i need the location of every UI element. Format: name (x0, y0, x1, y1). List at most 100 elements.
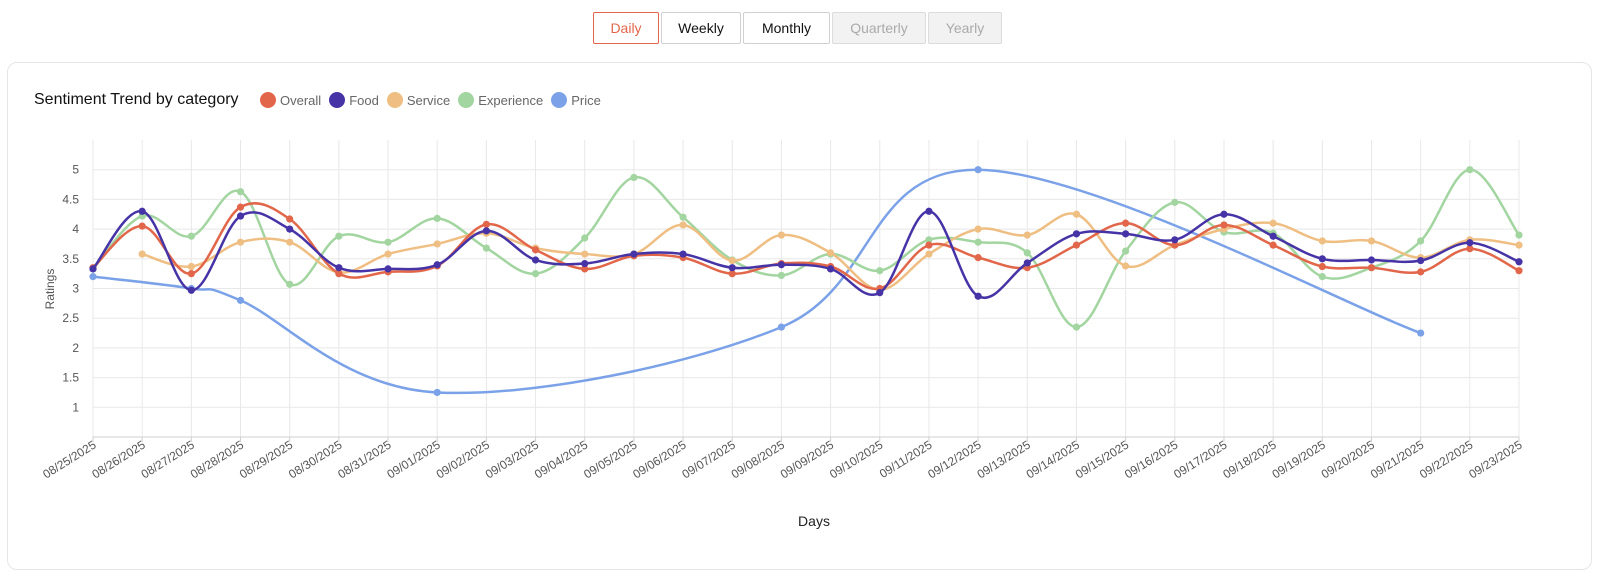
data-point-overall (925, 241, 933, 249)
x-tick-label: 09/18/2025 (1220, 438, 1279, 482)
data-point-food (286, 225, 294, 233)
grid-lines (92, 140, 1520, 437)
legend-item-price[interactable]: Price (551, 92, 601, 108)
data-point-food (728, 264, 736, 272)
series-overall (89, 202, 1523, 293)
x-tick-label: 09/23/2025 (1466, 438, 1525, 482)
x-tick-label: 08/27/2025 (139, 438, 198, 482)
data-point-overall (728, 270, 736, 278)
x-tick-label: 09/16/2025 (1122, 438, 1181, 482)
x-tick-label: 09/10/2025 (827, 438, 886, 482)
data-point-food (876, 289, 884, 297)
data-point-food (138, 207, 146, 215)
data-point-experience (630, 173, 638, 182)
x-tick-label: 09/11/2025 (877, 438, 935, 481)
data-point-food (826, 265, 835, 273)
data-point-price (1417, 329, 1425, 337)
tab-weekly[interactable]: Weekly (661, 12, 741, 44)
legend-label-overall: Overall (280, 92, 322, 108)
data-point-food (236, 212, 245, 220)
x-tick-label: 09/17/2025 (1171, 438, 1230, 482)
data-point-experience (1122, 247, 1130, 255)
data-point-experience (974, 238, 982, 246)
x-tick-label: 09/06/2025 (630, 438, 689, 482)
legend-item-overall[interactable]: Overall (260, 92, 321, 108)
data-point-service (974, 225, 982, 233)
chart-card: Sentiment Trend by category Overall Food… (7, 62, 1592, 570)
data-point-food (384, 265, 392, 273)
x-tick-label: 09/21/2025 (1368, 438, 1427, 482)
data-point-food (1318, 255, 1326, 263)
data-point-food (630, 250, 638, 258)
legend-item-experience[interactable]: Experience (458, 92, 543, 108)
data-point-food (433, 261, 441, 269)
data-point-experience (1515, 231, 1523, 239)
y-tick-label: 3 (72, 282, 79, 296)
y-tick-label: 1 (72, 400, 79, 414)
data-point-food (1515, 258, 1523, 266)
data-point-experience (531, 270, 540, 278)
legend-label-food: Food (349, 92, 379, 108)
data-point-experience (581, 234, 589, 242)
data-point-service (187, 262, 195, 271)
y-axis-title: Ratings (43, 269, 57, 310)
x-tick-label: 09/13/2025 (975, 438, 1034, 482)
tab-yearly[interactable]: Yearly (928, 12, 1002, 44)
data-point-overall (1417, 268, 1425, 276)
series-food (89, 207, 1523, 300)
series-line-experience (91, 168, 1521, 329)
data-point-overall (1220, 221, 1228, 229)
y-tick-label: 4.5 (62, 192, 79, 206)
legend-swatch-food (329, 92, 346, 108)
legend-item-service[interactable]: Service (386, 92, 450, 108)
data-point-service (1122, 262, 1130, 270)
data-point-price (433, 388, 441, 397)
x-tick-label: 09/05/2025 (581, 438, 640, 482)
data-point-service (1269, 219, 1277, 227)
data-point-food (777, 261, 786, 269)
data-point-experience (482, 244, 490, 252)
data-point-food (925, 207, 933, 215)
data-point-food (482, 227, 490, 235)
x-tick-label: 09/15/2025 (1073, 438, 1132, 482)
tab-daily[interactable]: Daily (593, 12, 659, 44)
legend-item-food[interactable]: Food (329, 92, 379, 108)
data-point-experience (1023, 249, 1031, 257)
data-point-experience (1466, 166, 1474, 174)
x-tick-label: 09/04/2025 (532, 438, 591, 482)
data-point-overall (974, 254, 982, 262)
x-tick-label: 08/28/2025 (188, 438, 247, 482)
data-point-overall (1269, 241, 1277, 249)
data-point-service (1515, 241, 1523, 249)
data-point-experience (1417, 237, 1425, 245)
data-point-service (286, 238, 294, 246)
data-point-price (974, 166, 982, 174)
data-point-food (679, 250, 687, 258)
x-tick-label: 09/03/2025 (483, 438, 542, 482)
y-tick-label: 1.5 (62, 371, 79, 385)
data-point-experience (1171, 198, 1179, 206)
tab-quarterly[interactable]: Quarterly (832, 12, 926, 44)
x-tick-label: 08/26/2025 (89, 438, 148, 482)
data-point-price (236, 296, 245, 304)
data-point-service (777, 231, 786, 239)
data-point-experience (335, 232, 343, 240)
x-tick-label: 09/02/2025 (434, 438, 493, 482)
x-tick-label: 08/25/2025 (40, 438, 99, 482)
data-point-food (1417, 256, 1425, 265)
data-point-service (433, 240, 441, 248)
data-point-service (138, 250, 146, 258)
data-point-experience (777, 271, 786, 280)
data-point-service (236, 238, 245, 246)
data-point-food (1220, 210, 1228, 218)
series-line-food (91, 210, 1521, 300)
data-point-food (1269, 232, 1277, 240)
tab-monthly[interactable]: Monthly (743, 12, 830, 44)
data-point-food (531, 256, 540, 264)
x-tick-label: 09/08/2025 (729, 438, 788, 482)
data-point-service (581, 250, 589, 258)
x-tick-label: 09/09/2025 (778, 438, 837, 482)
data-point-overall (187, 270, 195, 278)
series-experience (89, 166, 1523, 331)
y-tick-label: 2 (72, 341, 79, 355)
